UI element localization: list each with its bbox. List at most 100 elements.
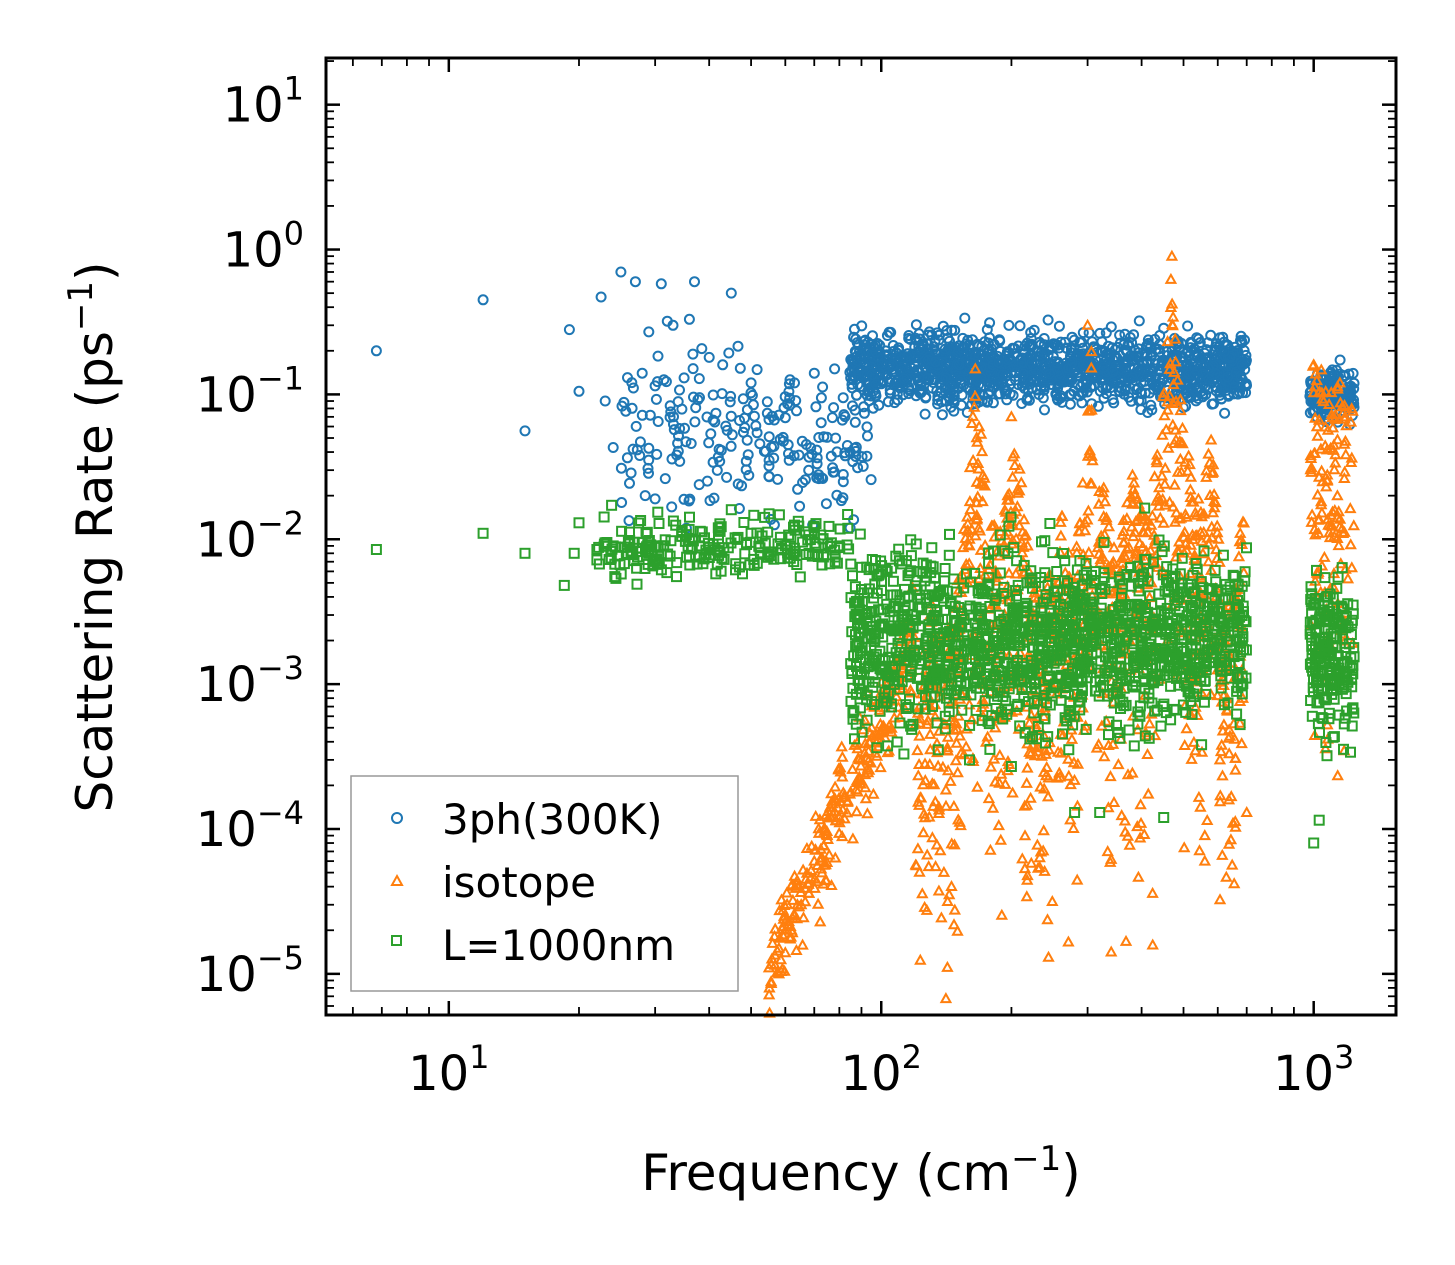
point-l-1000nm [633,517,645,529]
point-isotope [790,943,803,955]
point-l-1000nm [847,706,859,718]
point-l-1000nm [1042,580,1054,591]
point-isotope [994,833,1008,845]
point-isotope [1132,870,1145,882]
point-isotope [1174,452,1187,464]
point-3ph-300k- [794,500,806,512]
point-isotope [1118,814,1132,826]
point-isotope [810,875,824,887]
point-l-1000nm [1089,575,1101,586]
point-l-1000nm [1001,708,1013,720]
point-isotope [971,435,984,447]
point-3ph-300k- [1203,373,1215,385]
point-isotope [861,766,875,778]
point-isotope [941,741,954,753]
point-3ph-300k- [874,339,886,351]
point-3ph-300k- [867,330,878,342]
point-isotope [1320,474,1334,486]
point-3ph-300k- [1107,366,1119,378]
point-isotope [1021,869,1034,881]
point-isotope [1310,420,1324,432]
point-isotope [832,826,846,838]
point-3ph-300k- [689,276,700,288]
point-l-1000nm [868,592,880,604]
point-isotope [1229,763,1242,775]
point-isotope [1041,913,1054,925]
point-l-1000nm [906,723,918,735]
point-isotope [1024,791,1037,803]
point-3ph-300k- [863,384,874,396]
point-3ph-300k- [1189,369,1201,381]
point-3ph-300k- [1066,344,1077,356]
point-isotope [1178,738,1191,750]
point-isotope [1039,747,1053,759]
point-isotope [1034,845,1048,857]
point-3ph-300k- [944,381,956,393]
point-l-1000nm [616,525,628,537]
point-isotope [1174,393,1187,405]
point-isotope [926,831,939,843]
point-l-1000nm [944,625,956,637]
point-isotope [1329,408,1342,420]
point-isotope [861,807,874,819]
point-l-1000nm [1240,644,1252,656]
point-isotope [951,813,965,825]
point-3ph-300k- [1115,372,1127,384]
point-isotope [1194,800,1207,812]
point-l-1000nm [1209,564,1221,576]
point-isotope [939,992,953,1004]
point-l-1000nm [905,720,917,732]
point-l-1000nm [881,565,893,577]
point-l-1000nm [964,600,976,612]
point-l-1000nm [921,666,933,678]
point-l-1000nm [1039,535,1051,547]
point-isotope [1061,752,1075,764]
point-3ph-300k- [898,373,910,385]
point-isotope [885,721,898,733]
point-isotope [1134,798,1147,810]
point-isotope [920,848,934,860]
point-isotope [1082,504,1095,516]
point-isotope [1136,540,1149,552]
point-isotope [988,775,1002,787]
point-3ph-300k- [774,433,786,445]
point-isotope [1344,455,1358,467]
point-l-1000nm [896,558,908,570]
point-isotope [1018,862,1032,874]
point-l-1000nm [1069,581,1081,593]
point-l-1000nm [849,597,861,609]
point-isotope [1086,454,1099,466]
point-3ph-300k- [940,372,952,384]
point-3ph-300k- [953,359,965,371]
point-l-1000nm [853,637,865,649]
point-3ph-300k- [725,390,737,402]
point-isotope [1193,844,1206,856]
point-3ph-300k- [944,335,955,347]
point-l-1000nm [1063,744,1075,756]
point-l-1000nm [1125,620,1137,632]
point-3ph-300k- [763,414,775,426]
point-isotope [1312,413,1326,425]
point-isotope [1151,448,1164,460]
point-isotope [970,508,984,520]
point-l-1000nm [1161,602,1173,614]
point-l-1000nm [1222,592,1234,604]
point-isotope [932,800,946,812]
point-l-1000nm [694,525,706,537]
point-3ph-300k- [652,376,663,388]
point-3ph-300k- [652,350,664,362]
point-3ph-300k- [751,364,763,376]
point-3ph-300k- [1154,380,1166,392]
point-isotope [1181,464,1194,476]
point-3ph-300k- [1341,385,1353,397]
point-l-1000nm [939,604,950,616]
point-3ph-300k- [922,354,934,366]
point-isotope [934,844,947,856]
point-l-1000nm [854,618,866,630]
point-isotope [1314,442,1328,454]
point-isotope [796,863,810,875]
point-l-1000nm [944,528,955,540]
point-isotope [941,960,954,972]
point-l-1000nm [943,645,955,657]
point-isotope [984,843,997,855]
